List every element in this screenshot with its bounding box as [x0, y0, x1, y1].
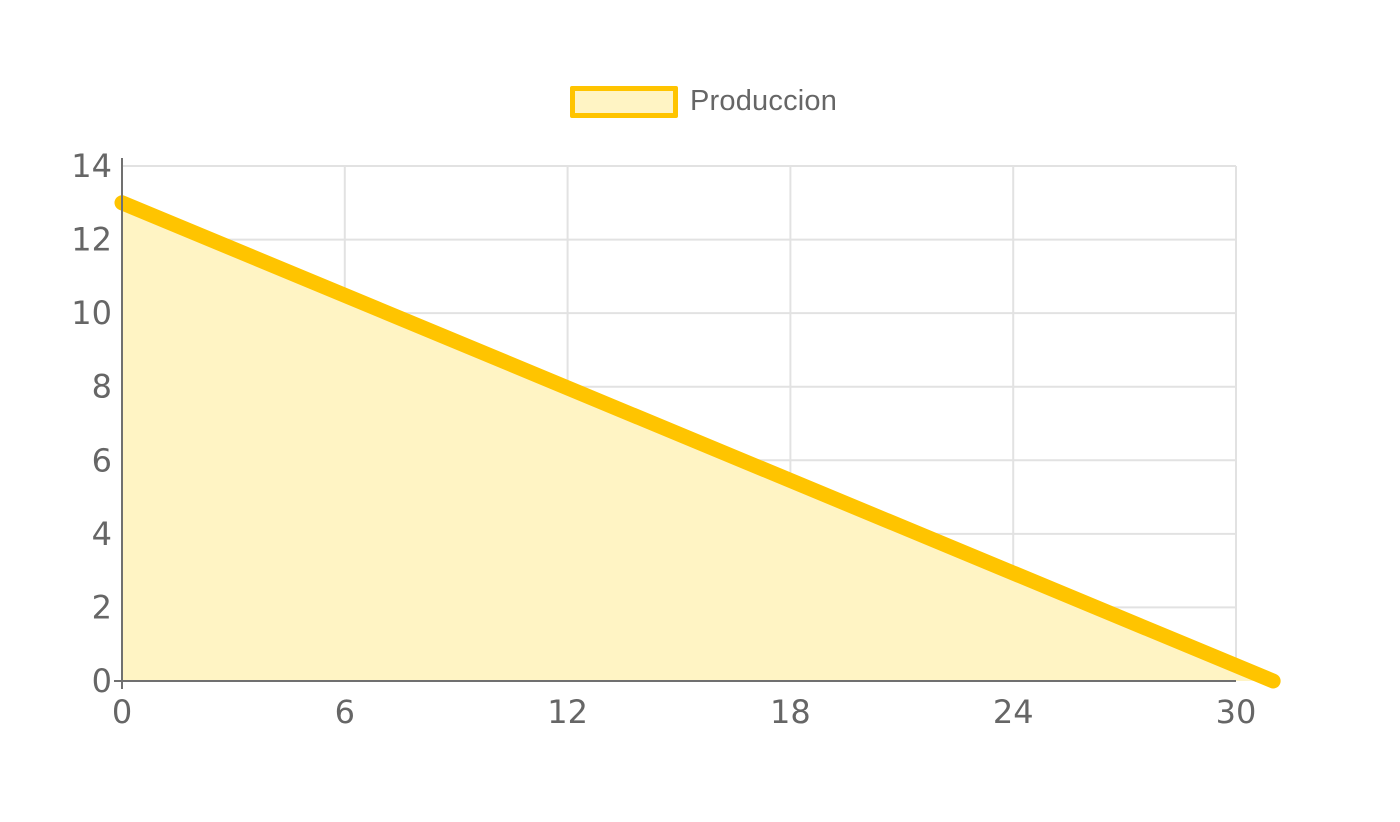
y-tick-label: 4: [92, 515, 112, 553]
x-tick-label: 30: [1216, 693, 1257, 731]
y-tick-label: 2: [92, 588, 112, 626]
x-tick-label: 18: [770, 693, 811, 731]
y-tick-label: 6: [92, 441, 112, 479]
axes: [114, 158, 1236, 689]
x-tick-label: 12: [547, 693, 588, 731]
legend-label: Produccion: [690, 85, 838, 117]
x-tick-label: 0: [112, 693, 132, 731]
legend[interactable]: Produccion: [570, 85, 837, 118]
y-tick-label: 10: [71, 294, 112, 332]
y-tick-label: 8: [92, 368, 112, 406]
series-line[interactable]: [114, 195, 1281, 689]
y-tick-label: 12: [71, 221, 112, 259]
y-tick-label: 0: [92, 662, 112, 700]
legend-swatch: [570, 85, 678, 118]
area-layer: [114, 195, 1281, 689]
y-tick-label: 14: [71, 147, 112, 185]
x-tick-label: 6: [335, 693, 355, 731]
x-tick-label: 24: [993, 693, 1034, 731]
